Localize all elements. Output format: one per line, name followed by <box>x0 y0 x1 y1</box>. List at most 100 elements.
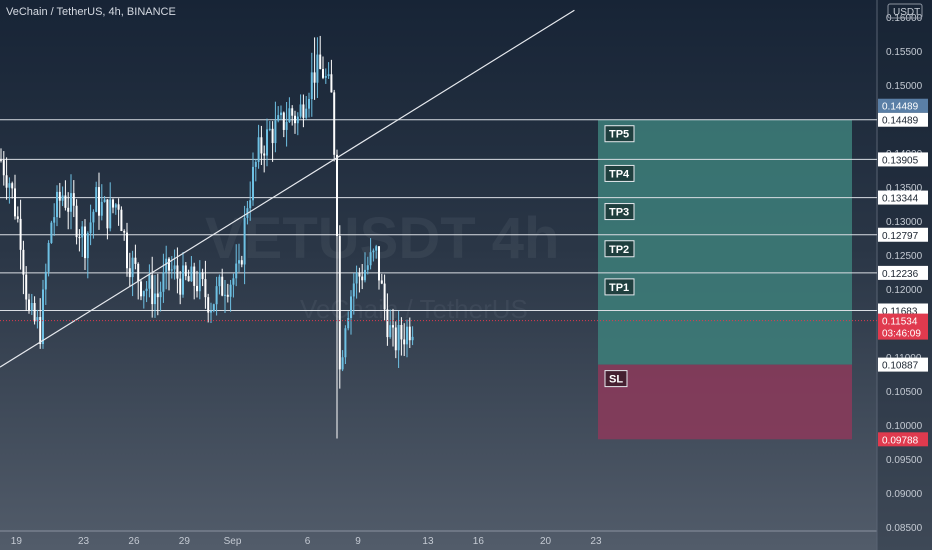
candle-body <box>338 236 341 370</box>
candle-body <box>232 278 235 285</box>
candle <box>266 118 268 167</box>
candle <box>16 206 19 223</box>
candle-body <box>103 199 106 202</box>
candle-body <box>159 291 162 298</box>
candle-body <box>128 268 131 278</box>
candle-body <box>243 217 246 265</box>
candle-body <box>386 309 389 338</box>
candle <box>305 96 308 120</box>
price-label-box <box>878 152 928 167</box>
candle-body <box>380 280 383 284</box>
candle-body <box>210 311 212 313</box>
candle <box>254 159 257 182</box>
candle <box>109 182 112 232</box>
candle <box>327 62 330 79</box>
candle-body <box>187 276 190 282</box>
price-label-box <box>878 265 928 280</box>
watermark-name: VeChain / TetherUS <box>300 294 528 324</box>
candle-body <box>383 283 386 310</box>
candle-body <box>218 276 221 287</box>
candle-body <box>235 263 238 279</box>
candle <box>394 321 397 359</box>
current-price-value: 0.11534 <box>882 317 918 328</box>
candle <box>28 293 30 314</box>
candle-body <box>109 199 112 229</box>
candle-body <box>280 112 282 116</box>
candle-body <box>333 92 336 155</box>
price-tick-label: 0.09000 <box>886 489 923 500</box>
candle <box>260 125 263 166</box>
price-label-text: 0.12236 <box>882 269 919 280</box>
time-tick-label: 16 <box>473 536 485 547</box>
candle <box>313 37 316 100</box>
candle-body <box>257 137 260 162</box>
candle <box>140 280 142 301</box>
candle <box>148 264 151 298</box>
currency-text: USDT <box>893 7 920 18</box>
candle-body <box>352 283 355 297</box>
candle <box>78 229 81 252</box>
candle <box>294 110 296 134</box>
candle-body <box>327 74 330 77</box>
candle-body <box>196 285 198 292</box>
candle-body <box>369 252 372 266</box>
candle <box>126 222 128 277</box>
candle <box>344 325 347 364</box>
price-tick-label: 0.08500 <box>886 523 923 534</box>
candle-body <box>271 128 274 144</box>
price-label-box <box>878 227 928 242</box>
candle-body <box>394 327 397 351</box>
candle <box>403 323 406 357</box>
candle <box>257 124 260 169</box>
candle <box>285 101 288 147</box>
candle-body <box>19 218 22 250</box>
candle <box>411 326 414 346</box>
candle <box>154 275 156 318</box>
candle <box>190 256 193 282</box>
price-tick-label: 0.10000 <box>886 421 923 432</box>
zone-tag-label: TP2 <box>609 244 629 256</box>
zone-tag-tp5: TP5 <box>604 125 635 143</box>
candle <box>42 279 44 349</box>
candle-body <box>72 193 75 206</box>
candle <box>22 240 25 295</box>
candle <box>61 186 64 207</box>
candle <box>44 263 47 305</box>
candle-body <box>226 294 229 297</box>
candle-body <box>299 104 302 117</box>
symbol-name: VeChain / TetherUS <box>6 6 103 18</box>
candle <box>50 220 53 244</box>
time-tick-label: 9 <box>355 536 361 547</box>
candle <box>156 273 159 316</box>
zone-tag-tp1: TP1 <box>604 278 635 296</box>
candle-body <box>33 303 36 322</box>
candle-body <box>151 275 154 305</box>
candle-body <box>112 199 114 208</box>
zone-tag-box <box>604 164 635 182</box>
candle-body <box>361 276 364 281</box>
candle <box>378 246 380 290</box>
candle <box>8 177 11 204</box>
candle-body <box>47 242 50 272</box>
candle <box>252 152 254 206</box>
zone-tag-label: TP4 <box>609 168 630 180</box>
candle-body <box>277 115 280 121</box>
candle <box>165 245 168 290</box>
candle-body <box>411 336 414 341</box>
candle-body <box>193 266 196 286</box>
candle-body <box>134 257 137 264</box>
candle-body <box>67 207 70 212</box>
candle-body <box>254 161 257 167</box>
candle <box>218 274 221 295</box>
candle <box>322 56 324 80</box>
price-tick-label: 0.12000 <box>886 285 923 296</box>
candle-body <box>173 265 176 270</box>
candle <box>408 317 411 348</box>
candle-body <box>268 128 271 130</box>
price-label-sl: 0.10887 <box>878 357 928 372</box>
candle <box>106 199 109 240</box>
candle <box>100 184 103 221</box>
candle-body <box>204 279 207 298</box>
